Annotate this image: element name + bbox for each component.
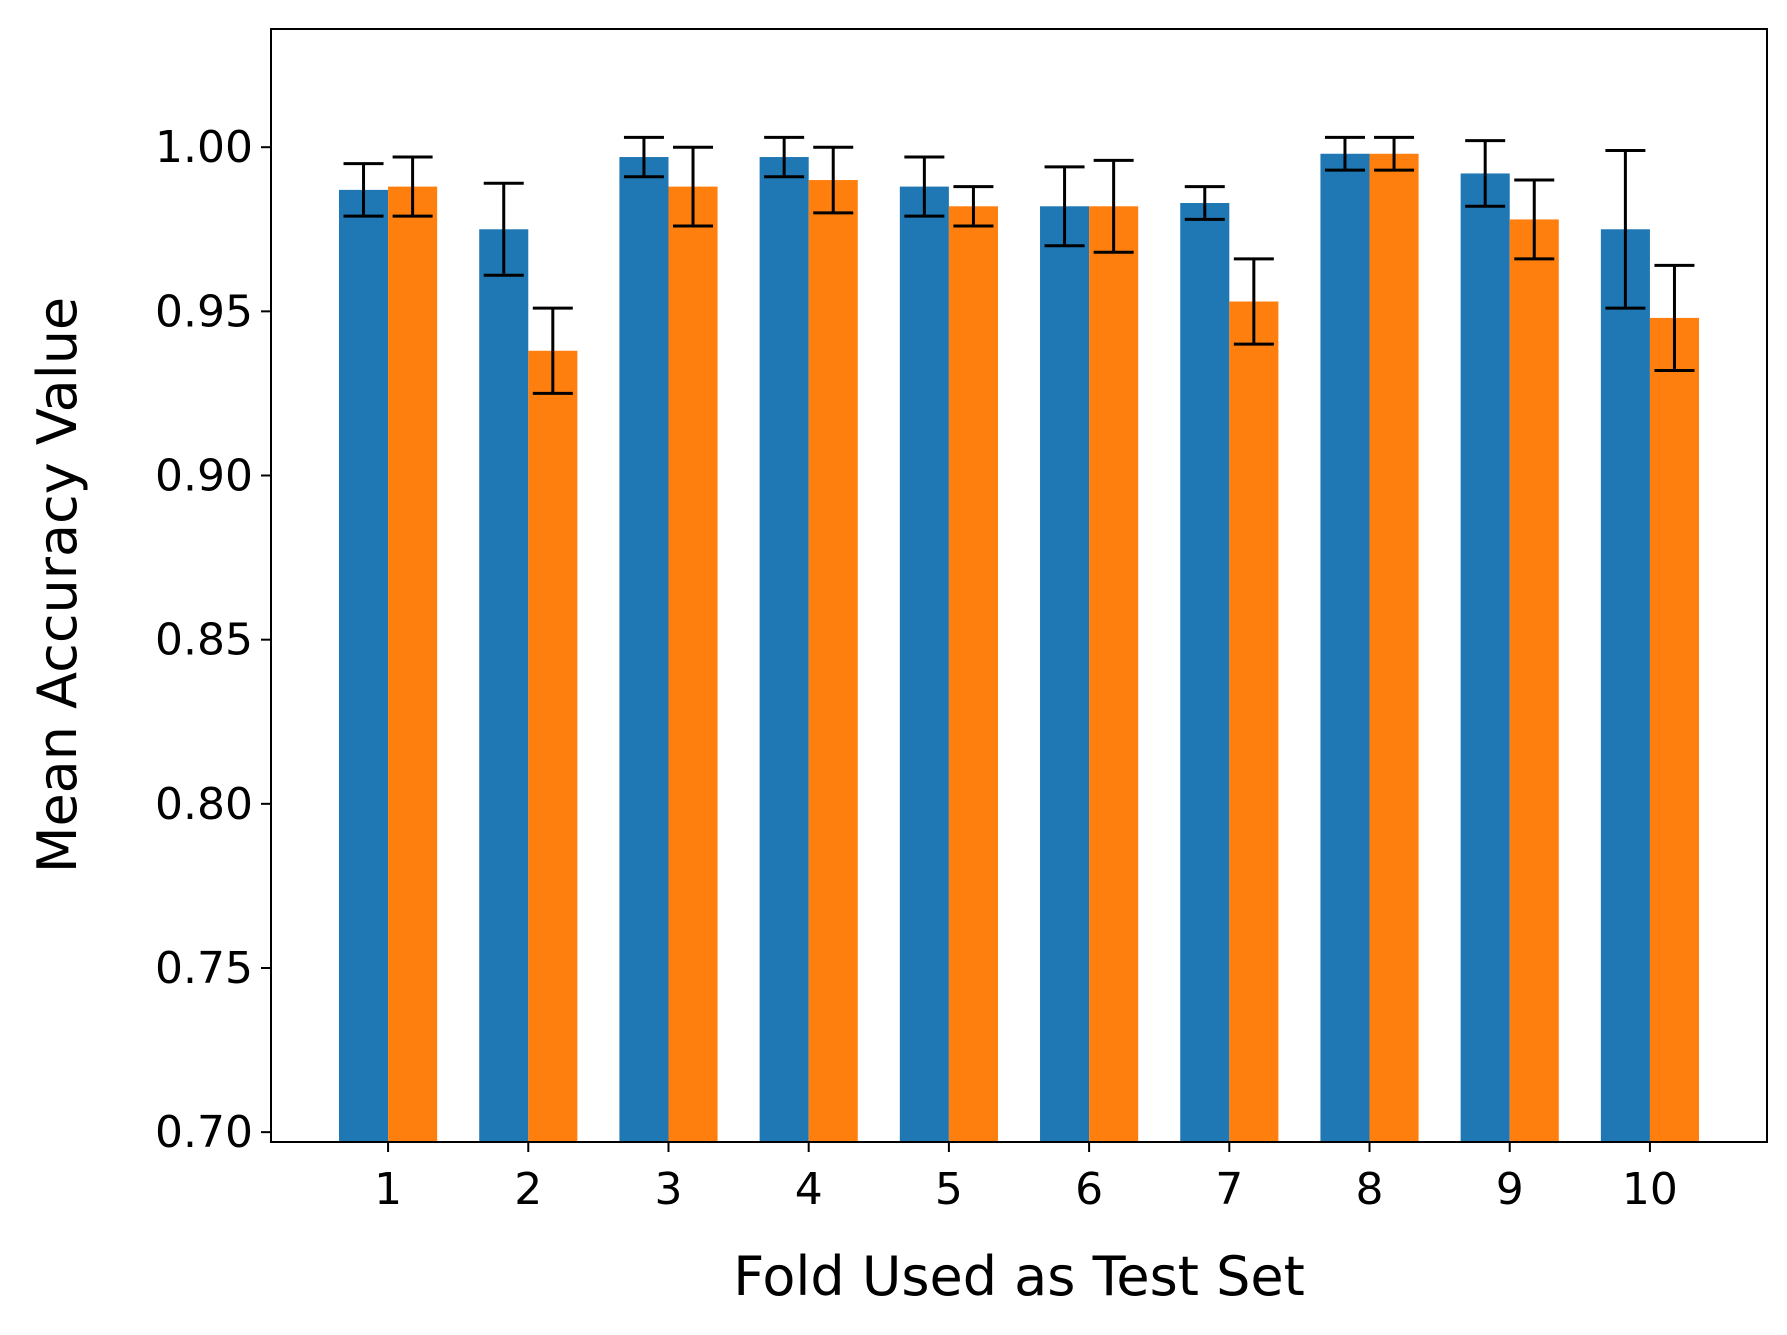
y-tick-label: 0.80 bbox=[155, 779, 253, 830]
bar-series-1-fold-8 bbox=[1320, 153, 1370, 1142]
bar-series-1-fold-1 bbox=[339, 189, 389, 1142]
x-tick-label: 2 bbox=[514, 1164, 542, 1215]
bar-series-2-fold-10 bbox=[1649, 317, 1699, 1142]
y-tick-label: 0.95 bbox=[155, 286, 253, 337]
errorbars-layer bbox=[343, 135, 1695, 395]
bar-series-1-fold-10 bbox=[1600, 229, 1650, 1142]
bar-series-1-fold-3 bbox=[619, 157, 669, 1143]
x-axis: 1 2 3 4 5 6 7 8 9 10 bbox=[374, 1142, 1678, 1215]
x-tick-label: 4 bbox=[795, 1164, 823, 1215]
bar-series-1-fold-9 bbox=[1460, 173, 1510, 1142]
bar-series-2-fold-7 bbox=[1229, 301, 1279, 1142]
bar-series-2-fold-8 bbox=[1369, 153, 1419, 1142]
x-tick-label: 3 bbox=[654, 1164, 682, 1215]
bar-series-2-fold-1 bbox=[388, 186, 438, 1143]
bar-series-2-fold-3 bbox=[668, 186, 718, 1143]
x-tick-label: 9 bbox=[1496, 1164, 1524, 1215]
bar-series-1-fold-4 bbox=[759, 157, 809, 1143]
y-tick-label: 0.85 bbox=[155, 615, 253, 666]
bar-series-1-fold-2 bbox=[479, 229, 529, 1142]
y-tick-label: 0.90 bbox=[155, 451, 253, 502]
bar-series-2-fold-2 bbox=[528, 350, 578, 1142]
y-tick-label: 0.70 bbox=[155, 1107, 253, 1158]
bar-series-2-fold-5 bbox=[948, 206, 998, 1143]
plot-frame bbox=[270, 28, 1768, 1143]
x-tick-label: 6 bbox=[1075, 1164, 1103, 1215]
x-tick-label: 1 bbox=[374, 1164, 402, 1215]
bars-layer bbox=[339, 153, 1699, 1143]
y-axis-label: Mean Accuracy Value bbox=[26, 297, 89, 873]
bar-series-2-fold-9 bbox=[1509, 219, 1559, 1143]
bar-series-1-fold-5 bbox=[899, 186, 949, 1143]
bar-series-2-fold-6 bbox=[1089, 206, 1139, 1143]
x-tick-label: 7 bbox=[1215, 1164, 1243, 1215]
x-tick-label: 10 bbox=[1622, 1164, 1678, 1215]
bar-series-1-fold-6 bbox=[1040, 206, 1090, 1143]
x-axis-label: Fold Used as Test Set bbox=[733, 1245, 1305, 1308]
x-tick-label: 8 bbox=[1356, 1164, 1384, 1215]
y-axis: 0.70 0.75 0.80 0.85 0.90 0.95 1.00 bbox=[155, 122, 271, 1158]
y-tick-label: 0.75 bbox=[155, 943, 253, 994]
x-tick-label: 5 bbox=[935, 1164, 963, 1215]
bar-series-2-fold-4 bbox=[808, 180, 858, 1142]
bar-series-1-fold-7 bbox=[1180, 203, 1230, 1142]
y-tick-label: 1.00 bbox=[155, 122, 253, 173]
